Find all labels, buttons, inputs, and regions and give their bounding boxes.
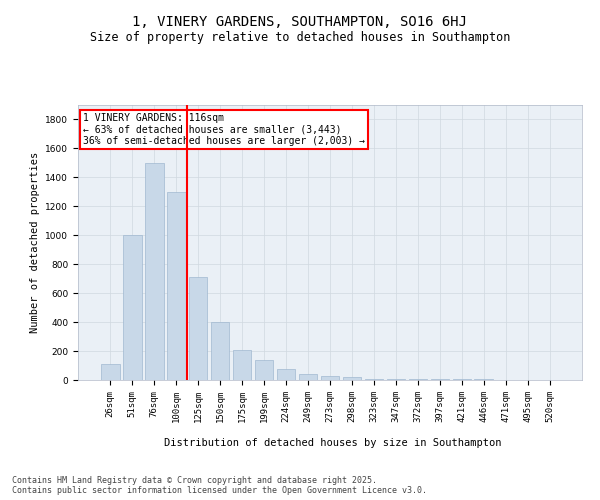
Bar [431, 378, 449, 380]
Text: Size of property relative to detached houses in Southampton: Size of property relative to detached ho… [90, 31, 510, 44]
Bar [145, 163, 164, 380]
Bar [320, 376, 340, 380]
Text: Contains HM Land Registry data © Crown copyright and database right 2025.
Contai: Contains HM Land Registry data © Crown c… [12, 476, 427, 495]
Bar [189, 277, 208, 380]
Bar [386, 378, 405, 380]
Text: 1 VINERY GARDENS: 116sqm
← 63% of detached houses are smaller (3,443)
36% of sem: 1 VINERY GARDENS: 116sqm ← 63% of detach… [83, 114, 365, 146]
Text: Distribution of detached houses by size in Southampton: Distribution of detached houses by size … [164, 438, 502, 448]
Bar [299, 374, 317, 380]
Y-axis label: Number of detached properties: Number of detached properties [30, 152, 40, 333]
Bar [365, 378, 383, 380]
Bar [409, 378, 427, 380]
Bar [343, 377, 361, 380]
Bar [167, 192, 185, 380]
Bar [255, 360, 274, 380]
Bar [101, 364, 119, 380]
Bar [233, 350, 251, 380]
Bar [123, 236, 142, 380]
Text: 1, VINERY GARDENS, SOUTHAMPTON, SO16 6HJ: 1, VINERY GARDENS, SOUTHAMPTON, SO16 6HJ [133, 16, 467, 30]
Bar [211, 322, 229, 380]
Bar [277, 369, 295, 380]
